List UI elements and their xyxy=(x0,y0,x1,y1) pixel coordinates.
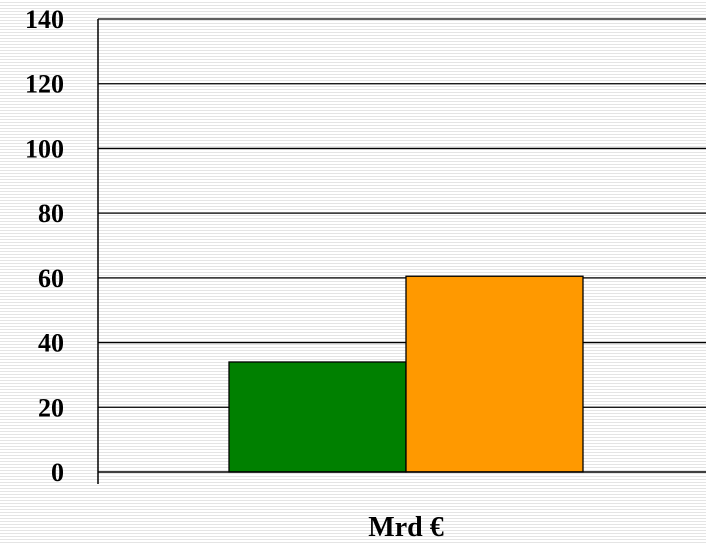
x-axis-label: Mrd € xyxy=(368,512,443,543)
y-tick-label: 20 xyxy=(38,393,64,422)
y-tick-label: 80 xyxy=(38,199,64,228)
bar-series-1 xyxy=(228,361,407,473)
y-tick-label: 40 xyxy=(38,329,64,358)
y-tick-label: 100 xyxy=(25,134,64,163)
y-tick-label: 0 xyxy=(51,458,64,487)
bar-series-2 xyxy=(405,275,584,473)
y-tick-label: 60 xyxy=(38,264,64,293)
bars xyxy=(228,275,584,473)
y-tick-label: 120 xyxy=(25,70,64,99)
y-tick-label: 140 xyxy=(25,5,64,34)
y-tick-labels: 0 20 40 60 80 100 120 140 xyxy=(25,5,64,487)
gridlines xyxy=(98,18,706,408)
axes xyxy=(97,19,706,484)
